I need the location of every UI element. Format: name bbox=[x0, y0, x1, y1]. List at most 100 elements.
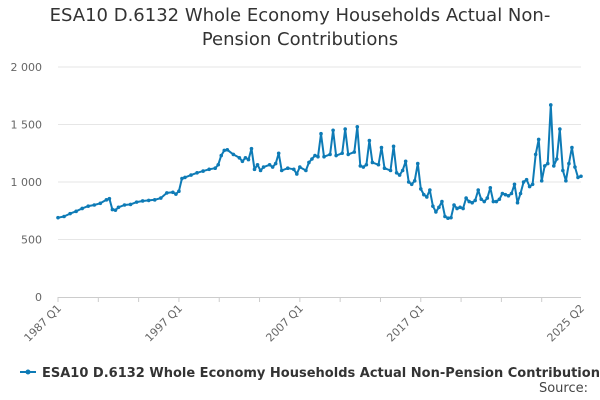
legend-label[interactable]: ESA10 D.6132 Whole Economy Households Ac… bbox=[42, 366, 600, 381]
data-point[interactable] bbox=[539, 179, 544, 183]
data-point[interactable] bbox=[488, 185, 493, 190]
data-point[interactable] bbox=[524, 177, 529, 182]
data-point[interactable] bbox=[570, 145, 574, 150]
data-point[interactable] bbox=[152, 198, 157, 202]
data-point[interactable] bbox=[328, 152, 332, 157]
data-point[interactable] bbox=[443, 214, 447, 219]
data-point[interactable] bbox=[367, 138, 372, 143]
data-point[interactable] bbox=[258, 168, 263, 173]
data-point[interactable] bbox=[216, 162, 221, 167]
data-point[interactable] bbox=[403, 159, 408, 164]
data-point[interactable] bbox=[310, 157, 314, 161]
data-point[interactable] bbox=[98, 201, 103, 206]
data-point[interactable] bbox=[80, 206, 84, 211]
data-point[interactable] bbox=[364, 162, 369, 167]
data-point[interactable] bbox=[355, 125, 360, 129]
data-point[interactable] bbox=[249, 146, 254, 151]
data-point[interactable] bbox=[285, 166, 290, 170]
data-point[interactable] bbox=[452, 203, 456, 207]
data-point[interactable] bbox=[421, 192, 426, 197]
data-point[interactable] bbox=[292, 167, 296, 172]
data-point[interactable] bbox=[213, 166, 218, 170]
data-point[interactable] bbox=[382, 166, 387, 170]
data-point[interactable] bbox=[482, 199, 487, 204]
data-point[interactable] bbox=[476, 188, 481, 192]
data-point[interactable] bbox=[500, 191, 505, 196]
data-point[interactable] bbox=[464, 196, 468, 200]
data-point[interactable] bbox=[409, 182, 414, 187]
data-point[interactable] bbox=[473, 198, 477, 203]
data-point[interactable] bbox=[225, 148, 230, 152]
data-point[interactable] bbox=[479, 197, 484, 202]
data-point[interactable] bbox=[331, 128, 335, 133]
data-point[interactable] bbox=[418, 187, 423, 191]
data-point[interactable] bbox=[158, 196, 163, 200]
data-point[interactable] bbox=[431, 204, 435, 208]
data-point[interactable] bbox=[434, 210, 438, 214]
data-point[interactable] bbox=[195, 171, 199, 175]
data-point[interactable] bbox=[189, 173, 193, 177]
data-point[interactable] bbox=[113, 208, 118, 212]
data-point[interactable] bbox=[579, 174, 583, 179]
data-point[interactable] bbox=[576, 175, 580, 180]
data-point[interactable] bbox=[201, 169, 205, 173]
data-point[interactable] bbox=[358, 164, 363, 168]
data-point[interactable] bbox=[146, 198, 151, 203]
data-point[interactable] bbox=[412, 179, 417, 183]
data-point[interactable] bbox=[68, 211, 72, 216]
data-point[interactable] bbox=[273, 161, 278, 166]
data-point[interactable] bbox=[298, 165, 302, 169]
data-point[interactable] bbox=[122, 203, 127, 207]
data-point[interactable] bbox=[165, 191, 169, 195]
data-point[interactable] bbox=[370, 160, 375, 165]
data-point[interactable] bbox=[467, 199, 471, 204]
data-point[interactable] bbox=[243, 156, 248, 160]
data-point[interactable] bbox=[440, 199, 444, 204]
data-point[interactable] bbox=[56, 215, 60, 220]
data-point[interactable] bbox=[307, 160, 311, 165]
data-point[interactable] bbox=[573, 165, 577, 169]
data-point[interactable] bbox=[104, 198, 109, 202]
data-point[interactable] bbox=[567, 161, 571, 166]
data-point[interactable] bbox=[437, 205, 441, 210]
data-point[interactable] bbox=[252, 167, 257, 172]
data-point[interactable] bbox=[140, 199, 145, 203]
data-point[interactable] bbox=[346, 152, 351, 157]
data-point[interactable] bbox=[428, 188, 432, 192]
data-point[interactable] bbox=[461, 206, 465, 211]
data-point[interactable] bbox=[542, 164, 547, 168]
data-point[interactable] bbox=[527, 184, 532, 189]
data-point[interactable] bbox=[564, 179, 568, 183]
data-point[interactable] bbox=[177, 189, 181, 193]
data-point[interactable] bbox=[313, 153, 317, 158]
data-point[interactable] bbox=[394, 171, 399, 175]
data-point[interactable] bbox=[491, 199, 496, 204]
data-point[interactable] bbox=[551, 164, 556, 168]
data-point[interactable] bbox=[555, 157, 559, 161]
data-point[interactable] bbox=[352, 150, 357, 154]
data-point[interactable] bbox=[376, 162, 381, 167]
data-point[interactable] bbox=[518, 191, 523, 196]
data-point[interactable] bbox=[340, 151, 344, 156]
data-point[interactable] bbox=[425, 195, 429, 199]
data-point[interactable] bbox=[255, 162, 260, 167]
data-point[interactable] bbox=[295, 172, 299, 176]
data-point[interactable] bbox=[116, 205, 121, 210]
data-point[interactable] bbox=[319, 131, 323, 136]
data-point[interactable] bbox=[322, 154, 326, 159]
data-point[interactable] bbox=[509, 191, 514, 196]
data-point[interactable] bbox=[222, 148, 227, 153]
data-point[interactable] bbox=[180, 176, 184, 181]
data-point[interactable] bbox=[536, 137, 541, 142]
data-point[interactable] bbox=[110, 207, 115, 212]
data-point[interactable] bbox=[74, 209, 78, 214]
data-point[interactable] bbox=[400, 168, 405, 173]
data-point[interactable] bbox=[231, 152, 236, 157]
data-point[interactable] bbox=[455, 206, 459, 211]
data-point[interactable] bbox=[497, 197, 502, 202]
data-point[interactable] bbox=[86, 204, 91, 208]
data-point[interactable] bbox=[107, 196, 112, 201]
data-point[interactable] bbox=[548, 103, 553, 107]
data-point[interactable] bbox=[304, 168, 308, 173]
data-point[interactable] bbox=[558, 127, 562, 131]
